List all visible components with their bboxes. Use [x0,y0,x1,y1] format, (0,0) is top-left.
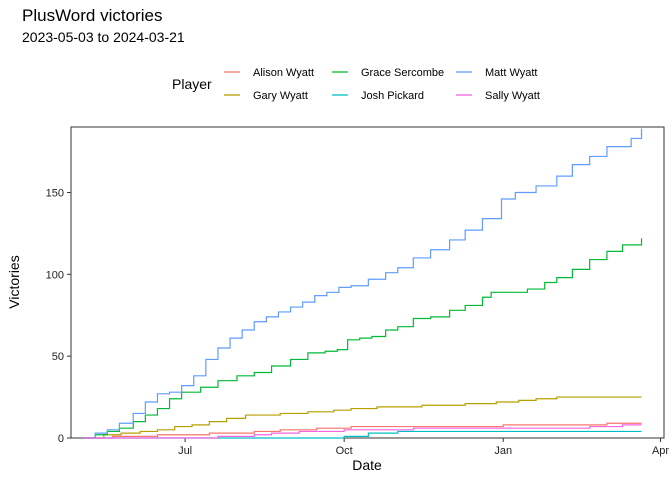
legend-label-gary-wyatt: Gary Wyatt [253,90,308,102]
legend-label-grace-sercombe: Grace Sercombe [361,67,444,79]
series-line-josh-pickard [83,430,642,439]
chart-subtitle: 2023-05-03 to 2024-03-21 [22,29,185,45]
y-tick-label: 150 [46,187,64,199]
legend-label-matt-wyatt: Matt Wyatt [485,67,537,79]
x-tick-label: Jan [494,445,512,457]
x-tick-label: Jul [178,445,192,457]
chart-title: PlusWord victories [22,6,162,25]
y-tick-label: 0 [58,433,64,445]
y-tick-label: 50 [52,351,64,363]
legend: Player Alison Wyatt Gary Wyatt Grace Serco… [172,67,540,102]
y-tick-label: 100 [46,269,64,281]
x-axis: Jul Oct Jan Apr [178,438,669,457]
series-line-matt-wyatt [83,128,643,439]
series-line-grace-sercombe [83,238,643,439]
x-tick-label: Oct [336,445,353,457]
series-line-gary-wyatt [83,396,642,439]
series-line-alison-wyatt [83,422,642,439]
y-axis-title: Victories [6,255,22,308]
series-layer [83,128,643,439]
legend-label-alison-wyatt: Alison Wyatt [253,67,314,79]
legend-label-sally-wyatt: Sally Wyatt [485,90,540,102]
plot-panel [70,126,665,439]
legend-label-josh-pickard: Josh Pickard [361,90,424,102]
x-tick-label: Apr [652,445,669,457]
legend-title: Player [172,76,212,92]
y-axis: 0 50 100 150 [46,187,71,445]
series-line-sally-wyatt [83,424,642,439]
x-axis-title: Date [352,457,382,473]
